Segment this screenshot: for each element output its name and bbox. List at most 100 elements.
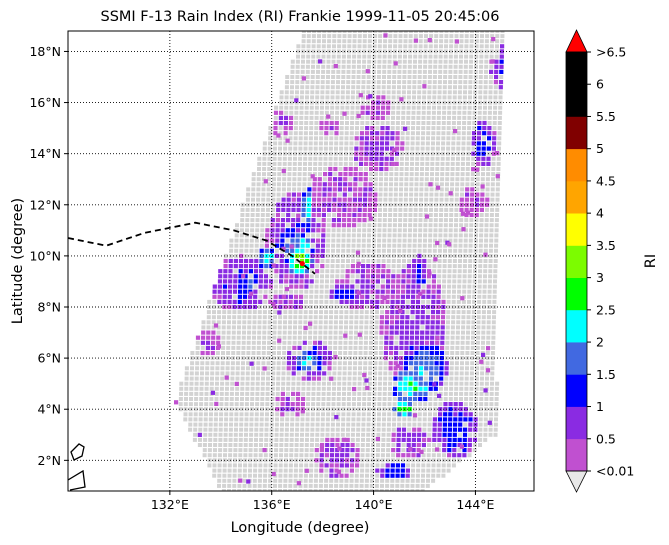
- rain-pixel: [359, 304, 364, 310]
- swath-pixel: [277, 345, 282, 350]
- rain-pixel: [457, 442, 462, 448]
- rain-pixel: [375, 436, 380, 442]
- swath-pixel: [235, 361, 240, 366]
- rain-pixel: [359, 156, 364, 161]
- swath-pixel: [403, 44, 408, 49]
- swath-pixel: [469, 218, 474, 223]
- swath-pixel: [234, 248, 239, 253]
- rain-pixel: [462, 442, 467, 448]
- rain-pixel: [205, 345, 210, 350]
- swath-pixel: [265, 407, 270, 412]
- rain-pixel: [375, 468, 380, 473]
- swath-pixel: [386, 448, 391, 453]
- rain-pixel: [222, 294, 227, 299]
- rain-pixel: [280, 233, 285, 238]
- swath-pixel: [448, 248, 453, 253]
- swath-pixel: [411, 126, 415, 131]
- swath-pixel: [430, 161, 435, 166]
- swath-pixel: [380, 121, 385, 125]
- rain-pixel: [273, 299, 278, 304]
- swath-pixel: [240, 366, 245, 371]
- swath-pixel: [464, 39, 469, 44]
- swath-pixel: [349, 489, 354, 491]
- swath-pixel: [301, 381, 306, 386]
- swath-pixel: [401, 90, 406, 95]
- swath-pixel: [223, 437, 228, 442]
- rain-pixel: [315, 243, 320, 248]
- swath-pixel: [233, 453, 238, 458]
- swath-pixel: [483, 427, 488, 432]
- swath-pixel: [387, 412, 392, 417]
- swath-pixel: [314, 289, 319, 294]
- swath-pixel: [393, 207, 398, 212]
- swath-pixel: [484, 223, 489, 228]
- swath-pixel: [283, 489, 288, 491]
- swath-pixel: [334, 483, 339, 488]
- rain-pixel: [329, 473, 334, 478]
- rain-pixel: [428, 376, 434, 381]
- swath-pixel: [462, 274, 467, 279]
- swath-pixel: [263, 458, 268, 463]
- rain-pixel: [278, 304, 283, 310]
- rain-pixel: [325, 442, 330, 448]
- swath-pixel: [399, 167, 404, 171]
- swath-pixel: [339, 121, 344, 125]
- swath-pixel: [454, 202, 459, 207]
- swath-pixel: [321, 381, 326, 386]
- swath-pixel: [198, 417, 203, 422]
- swath-pixel: [489, 233, 494, 238]
- swath-pixel: [404, 161, 409, 166]
- rain-pixel: [411, 437, 416, 442]
- swath-pixel: [333, 340, 338, 345]
- swath-pixel: [322, 177, 327, 182]
- swath-pixel: [234, 238, 239, 243]
- swath-pixel: [378, 197, 383, 202]
- rain-pixel: [243, 264, 248, 269]
- rain-pixel: [391, 432, 396, 437]
- swath-pixel: [445, 325, 450, 330]
- swath-pixel: [301, 44, 306, 49]
- swath-pixel: [268, 478, 273, 483]
- swath-pixel: [402, 64, 407, 69]
- swath-pixel: [452, 90, 457, 95]
- swath-pixel: [449, 207, 454, 212]
- colorbar-segment: [566, 180, 587, 214]
- swath-pixel: [396, 259, 401, 263]
- rain-pixel: [492, 141, 497, 146]
- rain-pixel: [424, 214, 430, 219]
- swath-pixel: [396, 95, 401, 100]
- swath-pixel: [260, 381, 265, 386]
- swath-pixel: [346, 402, 351, 407]
- rain-pixel: [322, 350, 327, 356]
- rain-pixel: [349, 463, 355, 468]
- swath-pixel: [321, 64, 326, 69]
- rain-pixel: [356, 261, 361, 266]
- swath-pixel: [339, 131, 344, 136]
- swath-pixel: [426, 136, 430, 141]
- rain-pixel: [471, 136, 476, 141]
- swath-pixel: [457, 284, 462, 289]
- swath-pixel: [487, 284, 492, 289]
- swath-pixel: [420, 489, 425, 491]
- swath-pixel: [388, 44, 392, 49]
- swath-pixel: [400, 126, 405, 131]
- swath-pixel: [267, 156, 272, 161]
- swath-pixel: [324, 310, 329, 315]
- rain-pixel: [491, 151, 496, 156]
- swath-pixel: [333, 320, 338, 325]
- rain-pixel: [343, 166, 348, 172]
- swath-pixel: [469, 376, 474, 381]
- swath-pixel: [214, 397, 219, 401]
- rain-pixel: [364, 378, 369, 383]
- swath-pixel: [316, 49, 321, 54]
- swath-pixel: [417, 95, 422, 100]
- swath-pixel: [189, 371, 194, 376]
- rain-pixel: [439, 350, 445, 356]
- swath-pixel: [365, 121, 370, 125]
- rain-pixel: [342, 111, 347, 116]
- swath-pixel: [439, 31, 444, 33]
- swath-pixel: [253, 284, 258, 289]
- swath-pixel: [426, 473, 431, 478]
- swath-pixel: [354, 483, 359, 488]
- rain-pixel: [271, 471, 276, 477]
